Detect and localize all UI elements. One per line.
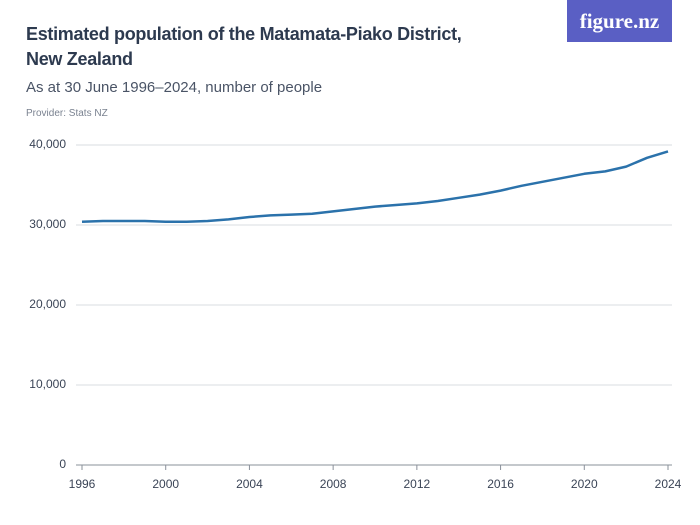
- x-tick-label: 2004: [236, 477, 263, 491]
- x-tick-label: 2008: [320, 477, 347, 491]
- provider: Provider: Stats NZ: [26, 108, 108, 119]
- x-tick-label: 1996: [69, 477, 96, 491]
- chart-title: Estimated population of the Matamata-Pia…: [26, 24, 462, 69]
- x-tick-label: 2016: [487, 477, 514, 491]
- x-tick-label: 2012: [404, 477, 431, 491]
- line: [81, 150, 669, 224]
- chart-subtitle: As at 30 June 1996–2024, number of peopl…: [26, 79, 323, 96]
- logo[interactable]: figure.nz: [567, 0, 672, 42]
- x-tick-label: 2020: [571, 477, 598, 491]
- y-tick-label: 40,000: [29, 137, 66, 151]
- x-tick-label: 2024: [655, 477, 682, 491]
- y-tick-label: 0: [59, 457, 66, 471]
- y-tick-label: 30,000: [29, 217, 66, 231]
- y-tick-label: 20,000: [29, 297, 66, 311]
- y-tick-label: 10,000: [29, 377, 66, 391]
- x-tick-label: 2000: [152, 477, 179, 491]
